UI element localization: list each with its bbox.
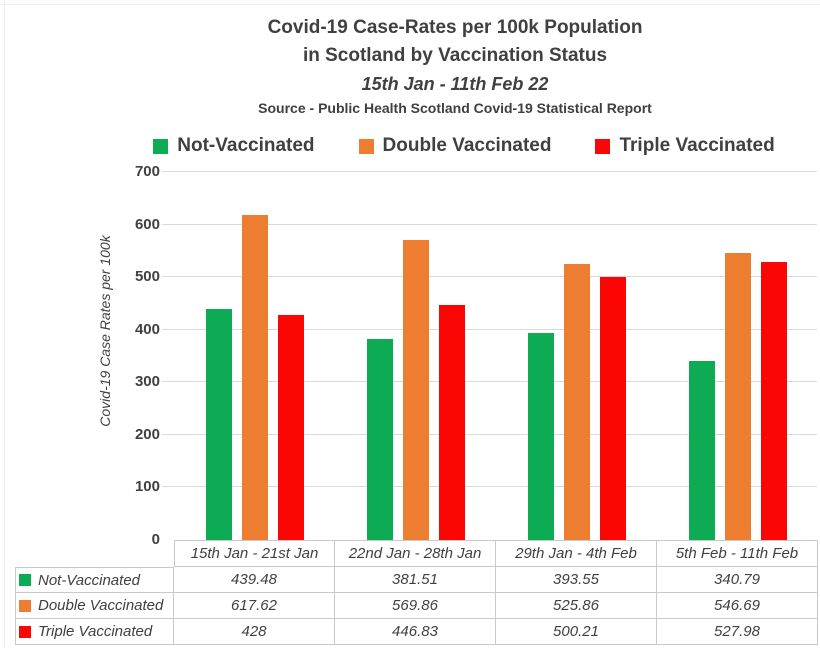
table-row-label-1: Not-Vaccinated: [15, 567, 174, 593]
category-header-2: 22nd Jan - 28th Jan: [335, 540, 496, 567]
bar-triple-vaccinated-4: [760, 262, 787, 540]
legend-item-3: Triple Vaccinated: [595, 135, 775, 157]
series-name: Double Vaccinated: [38, 597, 164, 614]
gridline-400: [162, 328, 817, 330]
bar-triple-vaccinated-1: [277, 315, 304, 540]
gridline-200: [162, 433, 817, 435]
bar-double-vaccinated-1: [241, 215, 268, 540]
category-header-3: 29th Jan - 4th Feb: [496, 540, 657, 567]
table-value-r1-c1: 439.48: [174, 567, 335, 593]
legend-swatch-icon: [358, 138, 374, 154]
gridline-600: [162, 223, 817, 225]
y-tick-700: 700: [134, 163, 160, 180]
bar-triple-vaccinated-3: [599, 277, 626, 540]
sheet-gridline-horizontal: [0, 4, 820, 5]
bar-not-vaccinated-1: [205, 309, 232, 540]
table-value-r2-c4: 546.69: [657, 593, 818, 619]
table-value-r2-c2: 569.86: [335, 593, 496, 619]
legend-swatch-icon: [595, 138, 611, 154]
table-value-r3-c1: 428: [174, 619, 335, 645]
chart-title-block: Covid-19 Case-Rates per 100k Population …: [90, 14, 820, 118]
legend-label: Double Vaccinated: [382, 135, 552, 156]
chart-date-range: 15th Jan - 11th Feb 22: [361, 74, 549, 94]
series-name: Not-Vaccinated: [38, 571, 140, 589]
bar-double-vaccinated-2: [402, 240, 429, 540]
gridline-700: [162, 171, 817, 172]
series-key-icon: [19, 599, 31, 612]
chart-title-line2: in Scotland by Vaccination Status: [302, 45, 608, 66]
table-row-label-2: Double Vaccinated: [15, 593, 174, 619]
gridline-300: [162, 381, 817, 383]
chart-title-line1: Covid-19 Case-Rates per 100k Population: [267, 17, 643, 38]
legend-label: Triple Vaccinated: [619, 135, 775, 156]
table-value-r3-c4: 527.98: [657, 619, 818, 645]
category-header-1: 15th Jan - 21st Jan: [174, 540, 335, 567]
y-tick-300: 300: [134, 373, 160, 391]
y-tick-400: 400: [134, 320, 160, 338]
table-value-r3-c2: 446.83: [335, 619, 496, 645]
bar-not-vaccinated-2: [366, 339, 393, 540]
bar-not-vaccinated-4: [688, 361, 715, 540]
legend-label: Not-Vaccinated: [177, 135, 315, 156]
table-value-r2-c3: 525.86: [496, 593, 657, 619]
y-tick-500: 500: [134, 268, 160, 286]
legend-swatch-icon: [153, 138, 169, 154]
bar-triple-vaccinated-2: [438, 305, 465, 540]
legend-item-1: Not-Vaccinated: [153, 135, 315, 157]
table-value-r3-c3: 500.21: [496, 619, 657, 645]
table-value-r1-c4: 340.79: [657, 567, 818, 593]
bar-not-vaccinated-3: [527, 333, 554, 540]
y-tick-200: 200: [134, 425, 160, 443]
table-value-r1-c3: 393.55: [496, 567, 657, 593]
chart-source: Source - Public Health Scotland Covid-19…: [258, 100, 652, 116]
chart-legend: Not-Vaccinated Double Vaccinated Triple Va…: [110, 134, 818, 158]
category-header-4: 5th Feb - 11th Feb: [657, 540, 818, 567]
sheet-gridline-vertical: [4, 0, 5, 648]
gridline-500: [162, 276, 817, 278]
series-key-icon: [19, 574, 31, 586]
table-value-r2-c1: 617.62: [174, 593, 335, 619]
table-value-r1-c2: 381.51: [335, 567, 496, 593]
y-tick-600: 600: [134, 215, 160, 233]
table-row-label-3: Triple Vaccinated: [15, 619, 174, 645]
legend-item-2: Double Vaccinated: [358, 135, 552, 157]
y-tick-100: 100: [134, 478, 160, 496]
series-name: Triple Vaccinated: [38, 623, 153, 640]
series-key-icon: [19, 625, 31, 638]
gridline-100: [162, 486, 817, 488]
bar-double-vaccinated-3: [563, 264, 590, 540]
bar-double-vaccinated-4: [724, 253, 751, 540]
data-table: 15th Jan - 21st Jan 22nd Jan - 28th Jan 29…: [15, 540, 818, 645]
y-tick-0: 0: [151, 531, 160, 548]
